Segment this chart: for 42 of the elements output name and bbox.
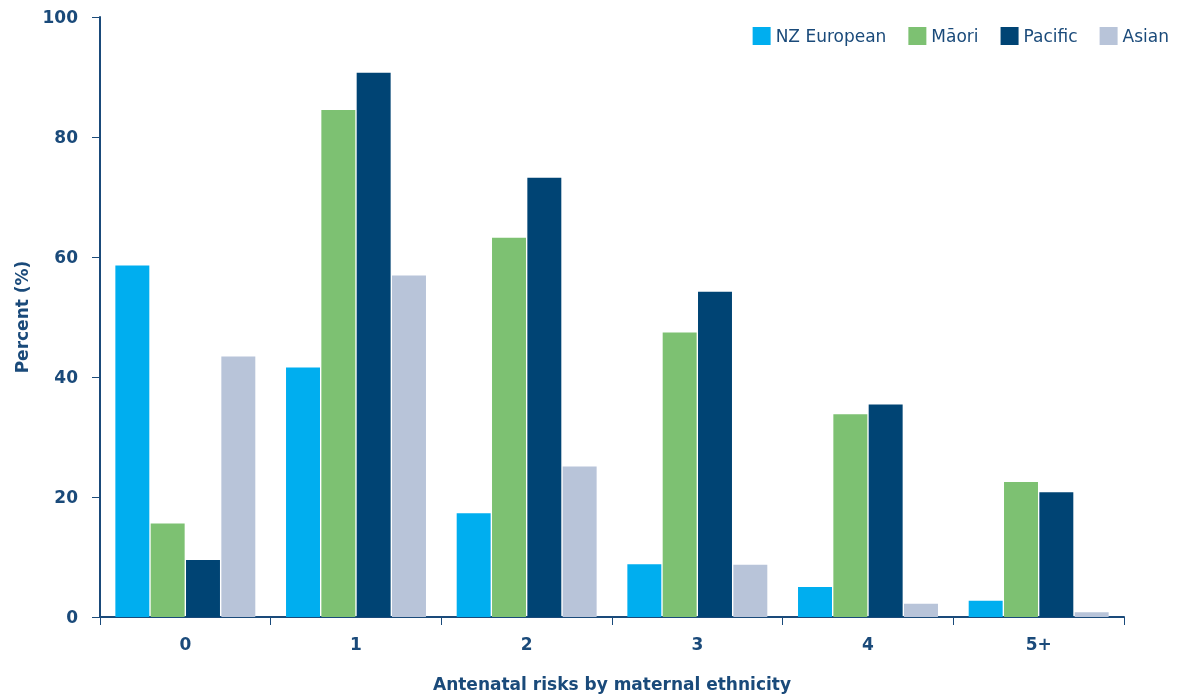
x-tick-label: 2 bbox=[520, 633, 533, 654]
y-tick-label: 60 bbox=[54, 247, 79, 267]
bar bbox=[1039, 492, 1074, 617]
bar bbox=[698, 291, 732, 617]
bar bbox=[492, 237, 526, 617]
bar bbox=[798, 587, 832, 617]
legend-label: Asian bbox=[1122, 26, 1169, 46]
legend-label: NZ European bbox=[775, 26, 887, 46]
bar bbox=[456, 513, 491, 617]
bar bbox=[321, 110, 356, 617]
bar bbox=[733, 564, 768, 617]
bar bbox=[1004, 482, 1038, 617]
x-tick-label: 3 bbox=[691, 633, 704, 654]
bar bbox=[562, 466, 597, 617]
bar bbox=[833, 414, 868, 617]
y-tick-label: 40 bbox=[54, 367, 79, 387]
bar bbox=[356, 72, 391, 617]
y-tick-label: 80 bbox=[54, 127, 79, 147]
legend-label: Māori bbox=[931, 26, 979, 46]
bar bbox=[115, 265, 150, 617]
bar bbox=[968, 600, 1003, 617]
x-tick-label: 1 bbox=[350, 633, 362, 654]
y-tick-label: 20 bbox=[54, 487, 79, 507]
x-tick-label: 0 bbox=[179, 633, 192, 654]
x-axis-title: Antenatal risks by maternal ethnicity bbox=[432, 673, 792, 694]
bar bbox=[527, 177, 562, 617]
bar bbox=[904, 603, 938, 617]
legend-label: Pacific bbox=[1023, 26, 1078, 46]
bar bbox=[868, 404, 903, 617]
bar bbox=[392, 275, 426, 617]
bar bbox=[186, 560, 220, 617]
bar bbox=[286, 367, 320, 617]
y-tick-label: 100 bbox=[42, 7, 79, 27]
bar bbox=[662, 332, 697, 617]
bar bbox=[221, 356, 256, 617]
bar bbox=[150, 523, 185, 617]
x-tick-label: 4 bbox=[862, 633, 875, 654]
y-tick-label: 0 bbox=[66, 607, 79, 627]
x-tick-label: 5+ bbox=[1025, 633, 1052, 654]
bar bbox=[627, 564, 662, 617]
bar bbox=[1074, 612, 1109, 617]
y-axis-title: Percent (%) bbox=[11, 260, 32, 374]
